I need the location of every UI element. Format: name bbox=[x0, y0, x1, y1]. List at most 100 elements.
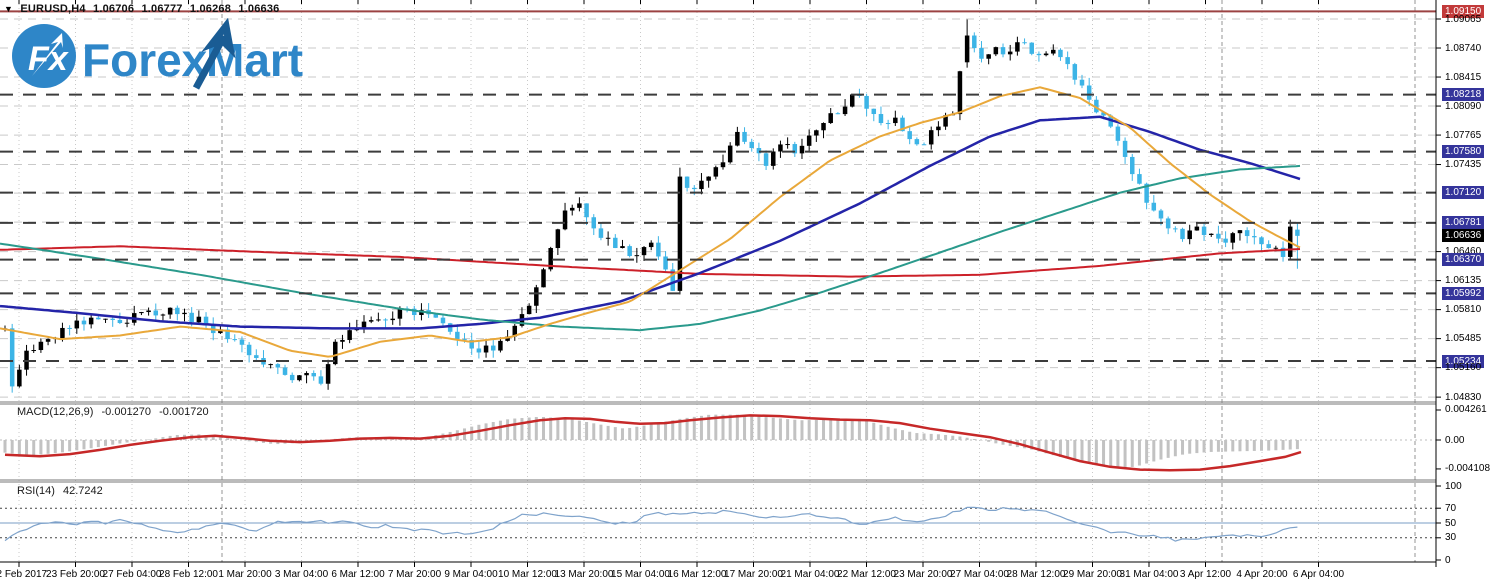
candle-body bbox=[799, 145, 805, 154]
time-axis-label: 9 Mar 04:00 bbox=[444, 569, 498, 580]
candle-body bbox=[225, 329, 230, 340]
logo-monogram-text: Fx bbox=[28, 40, 70, 78]
time-axis-label: 28 Mar 12:00 bbox=[1006, 569, 1066, 580]
price-axis-label: 1.08740 bbox=[1445, 42, 1482, 54]
candle-body bbox=[38, 341, 44, 351]
candle-body bbox=[1144, 183, 1149, 203]
rsi-value: 42.7242 bbox=[62, 485, 103, 497]
candle-body bbox=[1058, 49, 1063, 58]
macd-name: MACD(12,26,9) bbox=[17, 406, 94, 418]
candle-body bbox=[699, 180, 704, 190]
candle-body bbox=[620, 246, 625, 249]
candle-body bbox=[182, 312, 187, 315]
candle-body bbox=[1165, 218, 1171, 229]
candle-body bbox=[864, 95, 869, 109]
candle-body bbox=[1216, 233, 1221, 239]
candle-body bbox=[1252, 236, 1257, 238]
candle-body bbox=[1086, 85, 1092, 100]
candle-body bbox=[505, 336, 510, 341]
candle-body bbox=[648, 242, 654, 248]
time-axis-label: 22 Mar 12:00 bbox=[837, 569, 896, 580]
candle-body bbox=[548, 248, 553, 270]
candle-body bbox=[928, 130, 934, 145]
candle-body bbox=[1230, 233, 1236, 243]
price-axis-label: 1.05234 bbox=[1442, 354, 1485, 368]
candle-body bbox=[1015, 42, 1020, 52]
candle-body bbox=[591, 217, 597, 229]
time-axis-label: 13 Mar 20:00 bbox=[554, 569, 614, 580]
time-axis-label: 22 Feb 2017 bbox=[0, 569, 48, 580]
price-axis[interactable]: 1.09150 1.09065 1.08740 1.08415 1.08218 1.080… bbox=[1437, 0, 1500, 585]
candle-body bbox=[835, 113, 841, 115]
rsi-axis-label: 100 bbox=[1445, 480, 1462, 492]
candle-body bbox=[275, 364, 281, 368]
candle-body bbox=[871, 108, 877, 115]
price-axis-label: 1.08090 bbox=[1445, 100, 1482, 112]
candle-body bbox=[627, 246, 632, 256]
candle-body bbox=[663, 256, 668, 270]
price-axis-label: 1.06460 bbox=[1445, 246, 1482, 258]
time-axis-label: 6 Mar 12:00 bbox=[331, 569, 385, 580]
candle-body bbox=[749, 141, 754, 149]
candle-body bbox=[239, 339, 245, 345]
price-axis-label: 1.08415 bbox=[1445, 71, 1482, 83]
candle-body bbox=[849, 94, 855, 107]
candle-body bbox=[957, 71, 963, 115]
candle-body bbox=[110, 318, 115, 320]
open-value: 1.06706 bbox=[93, 3, 135, 15]
candle-body bbox=[60, 327, 65, 339]
candle-body bbox=[842, 106, 848, 115]
time-axis-label: 17 Mar 20:00 bbox=[724, 569, 783, 580]
low-value: 1.06268 bbox=[189, 3, 232, 15]
candle-body bbox=[1223, 238, 1228, 243]
price-axis-label: 1.07765 bbox=[1445, 129, 1482, 141]
candle-body bbox=[347, 330, 352, 340]
candle-body bbox=[720, 162, 726, 168]
candle-body bbox=[742, 131, 747, 142]
time-axis-label: 16 Mar 12:00 bbox=[667, 569, 727, 580]
candle-body bbox=[713, 167, 719, 177]
time-axis-label: 28 Feb 12:00 bbox=[159, 569, 218, 580]
candle-body bbox=[692, 187, 697, 190]
candle-body bbox=[605, 237, 611, 239]
price-axis-label: 1.05160 bbox=[1445, 362, 1482, 374]
price-axis-label: 1.06135 bbox=[1445, 275, 1482, 287]
rsi-axis-label: 50 bbox=[1445, 517, 1457, 529]
candle-body bbox=[1266, 244, 1271, 249]
candle-body bbox=[778, 144, 783, 152]
candle-body bbox=[124, 322, 130, 324]
time-axis-label: 7 Mar 20:00 bbox=[387, 569, 442, 580]
chart-mode-triangle-icon: ▼ bbox=[4, 4, 14, 14]
candle-body bbox=[376, 319, 381, 321]
candle-body bbox=[297, 375, 302, 381]
candle-body bbox=[1079, 79, 1085, 86]
candle-body bbox=[641, 247, 647, 256]
candle-body bbox=[656, 242, 661, 257]
candle-body bbox=[1022, 42, 1027, 44]
candle-body bbox=[289, 374, 295, 381]
candle-body bbox=[455, 331, 460, 340]
candle-body bbox=[333, 341, 338, 365]
candle-body bbox=[1007, 51, 1013, 55]
symbol-period: EURUSD,H4 bbox=[20, 3, 86, 15]
logo-trend-arrow-icon bbox=[192, 18, 236, 90]
candle-body bbox=[246, 344, 252, 356]
candle-body bbox=[81, 320, 87, 325]
macd-axis-label: -0.004108 bbox=[1445, 463, 1491, 475]
time-axis-label: 1 Mar 20:00 bbox=[218, 569, 272, 580]
time-axis-label: 31 Mar 04:00 bbox=[1119, 569, 1179, 580]
candle-body bbox=[584, 203, 589, 218]
candle-body bbox=[368, 320, 374, 322]
candle-body bbox=[634, 255, 640, 257]
candle-body bbox=[972, 35, 977, 49]
candle-body bbox=[45, 339, 51, 342]
candle-body bbox=[986, 54, 991, 59]
ma-orange bbox=[0, 86, 1301, 358]
candle-body bbox=[1295, 229, 1300, 236]
symbol-ohlc-title: ▼ EURUSD,H4 1.06706 1.06777 1.06268 1.06… bbox=[4, 3, 284, 15]
candle-body bbox=[210, 323, 216, 334]
candle-body bbox=[361, 321, 367, 328]
candle-body bbox=[160, 314, 166, 316]
